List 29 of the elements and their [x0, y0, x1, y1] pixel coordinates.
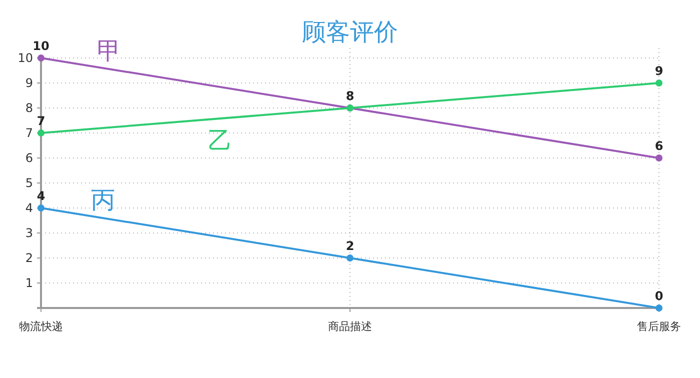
y-tick-label: 4 [25, 201, 33, 215]
point [38, 130, 44, 136]
point [38, 204, 44, 212]
y-tick-label: 5 [25, 176, 33, 190]
data-label: 8 [346, 89, 354, 103]
data-label: 0 [654, 289, 664, 303]
x-tick-label: 物流快递 [19, 320, 63, 333]
y-tick-label: 3 [25, 226, 33, 240]
point [656, 80, 662, 86]
point [656, 154, 662, 162]
x-tick-label: 商品描述 [328, 320, 372, 333]
data-label: 6 [654, 139, 664, 153]
y-tick-label: 6 [25, 151, 33, 165]
data-label: 2 [346, 239, 354, 253]
y-tick-label: 1 [25, 276, 33, 290]
point [346, 254, 354, 262]
series-label: 甲 [96, 37, 121, 65]
series-label: 丙 [90, 186, 115, 214]
data-label: 7 [36, 114, 46, 128]
y-tick-label: 9 [25, 76, 33, 90]
chart-title: 顾客评价 [302, 18, 398, 46]
series-label: 乙 [208, 126, 232, 154]
data-label: 4 [36, 189, 46, 203]
y-tick-label: 10 [18, 51, 33, 65]
y-tick-label: 8 [25, 101, 33, 115]
data-label: 9 [654, 64, 664, 78]
x-tick-label: 售后服务 [637, 320, 681, 333]
y-tick-label: 7 [25, 126, 33, 140]
y-tick-label: 2 [25, 251, 33, 265]
